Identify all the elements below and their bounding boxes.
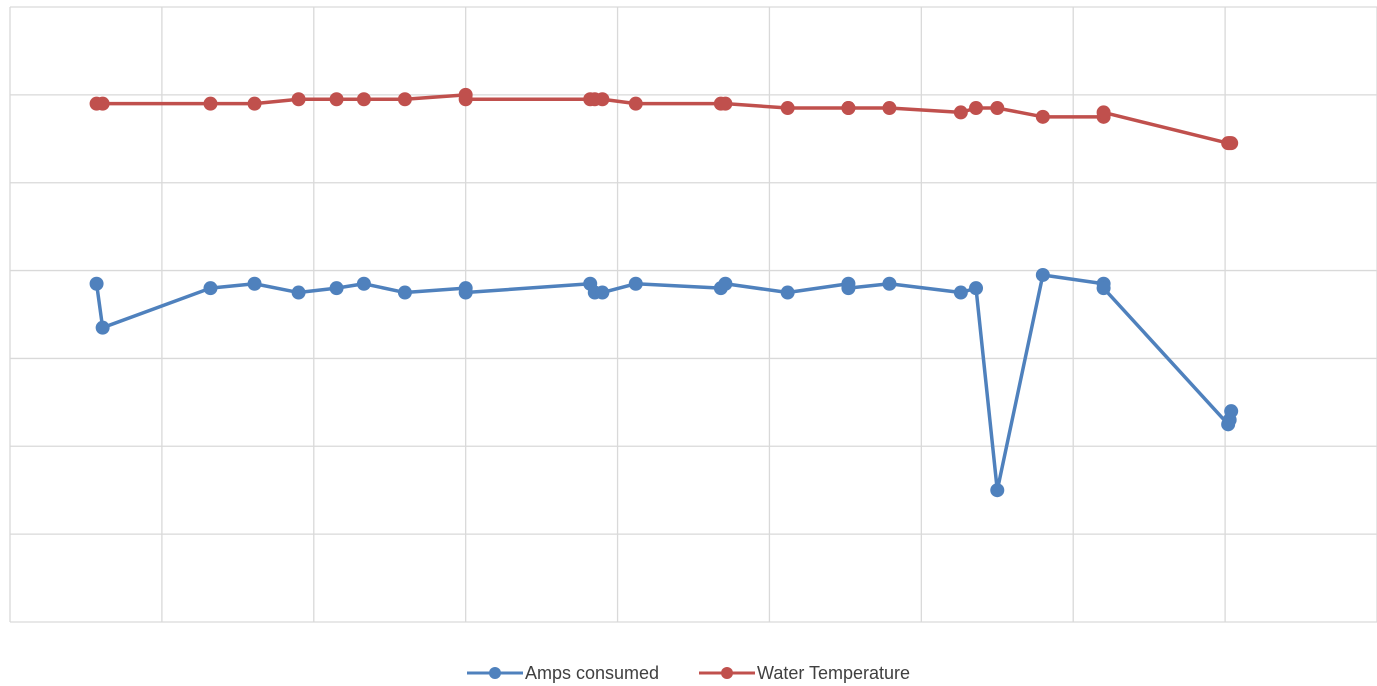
legend-label-water-temperature: Water Temperature <box>757 662 911 683</box>
data-point <box>969 281 984 296</box>
series-1 <box>89 87 1239 151</box>
chart-series <box>89 87 1239 498</box>
data-point <box>841 281 856 296</box>
data-point <box>291 285 306 300</box>
data-point <box>89 276 104 291</box>
data-point <box>780 285 795 300</box>
data-point <box>95 320 110 335</box>
data-point <box>953 105 968 120</box>
chart-grid <box>9 6 1377 623</box>
data-point <box>1224 404 1239 419</box>
data-point <box>1096 105 1111 120</box>
data-point <box>458 285 473 300</box>
data-point <box>95 96 110 111</box>
data-point <box>718 96 733 111</box>
data-point <box>628 96 643 111</box>
data-point <box>458 92 473 107</box>
series-line <box>96 93 1232 145</box>
chart-legend: Amps consumed Water Temperature <box>0 660 1377 686</box>
data-point <box>1224 136 1239 151</box>
data-point <box>718 276 733 291</box>
data-point <box>990 101 1005 116</box>
series-line <box>94 273 1233 492</box>
legend-item-amps: Amps consumed <box>466 662 659 684</box>
legend-swatch-amps <box>466 667 523 679</box>
data-point <box>969 101 984 116</box>
data-point <box>356 276 371 291</box>
data-point <box>247 276 262 291</box>
data-point <box>329 281 344 296</box>
data-point <box>1035 109 1050 124</box>
data-point <box>780 101 795 116</box>
data-point <box>397 92 412 107</box>
data-point <box>1096 281 1111 296</box>
legend-item-water-temperature: Water Temperature <box>699 663 910 684</box>
data-point <box>595 285 610 300</box>
data-point <box>628 276 643 291</box>
data-point <box>247 96 262 111</box>
data-point <box>1035 267 1050 282</box>
legend-label-amps: Amps consumed <box>524 662 659 683</box>
data-point <box>882 101 897 116</box>
data-point <box>953 285 968 300</box>
data-point <box>203 96 218 111</box>
data-point <box>397 285 412 300</box>
data-point <box>203 281 218 296</box>
data-point <box>990 483 1005 498</box>
data-point <box>329 92 344 107</box>
data-point <box>595 92 610 107</box>
series-0 <box>89 267 1239 498</box>
data-point <box>356 92 371 107</box>
data-point <box>291 92 306 107</box>
legend-swatch-water-temperature <box>699 667 755 679</box>
data-point <box>882 276 897 291</box>
data-point <box>841 101 856 116</box>
